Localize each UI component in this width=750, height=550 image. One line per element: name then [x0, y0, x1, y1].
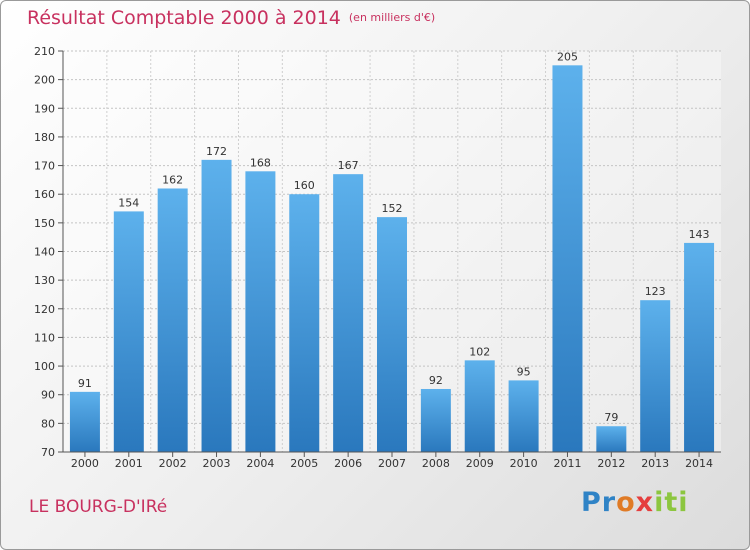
logo-part-1: Pr [581, 487, 617, 518]
data-label-2003: 172 [206, 145, 227, 158]
x-tick-label-2014: 2014 [685, 457, 713, 470]
bar-2007 [377, 217, 407, 452]
x-tick-label-2000: 2000 [71, 457, 99, 470]
logo-part-2: o [616, 487, 636, 518]
bar-2009 [464, 360, 495, 452]
chart-title: Résultat Comptable 2000 à 2014 (en millie… [27, 7, 435, 29]
data-label-2009: 102 [469, 345, 490, 358]
data-label-2012: 79 [604, 411, 618, 424]
bar-2003 [201, 159, 232, 453]
x-tick-label-2010: 2010 [510, 457, 538, 470]
x-tick-label-2013: 2013 [641, 457, 669, 470]
data-label-2006: 167 [338, 159, 359, 172]
y-tick-label: 100 [34, 360, 55, 373]
y-tick-label: 200 [34, 74, 55, 87]
bar-2011 [552, 65, 583, 453]
logo-part-3: x [635, 487, 655, 518]
x-tick-label-2001: 2001 [115, 457, 143, 470]
data-label-2005: 160 [294, 179, 315, 192]
data-label-2010: 95 [517, 365, 531, 378]
y-tick-label: 80 [41, 417, 55, 430]
data-label-2000: 91 [78, 377, 92, 390]
y-tick-label: 140 [34, 246, 55, 259]
commune-name: LE BOURG-D'IRé [29, 497, 168, 517]
y-tick-label: 210 [34, 45, 55, 58]
data-label-2002: 162 [162, 173, 183, 186]
y-tick-label: 170 [34, 160, 55, 173]
chart-subtitle: (en milliers d'€) [348, 11, 436, 24]
bar-2002 [157, 188, 188, 452]
data-label-2008: 92 [429, 374, 443, 387]
chart-title-text: Résultat Comptable 2000 à 2014 [27, 7, 341, 29]
bar-2014 [684, 242, 715, 452]
data-label-2001: 154 [118, 196, 139, 209]
y-tick-label: 90 [41, 389, 55, 402]
y-tick-label: 190 [34, 102, 55, 115]
bar-2008 [420, 388, 451, 452]
y-tick-label: 180 [34, 131, 55, 144]
bar-2001 [113, 211, 144, 452]
x-tick-label-2008: 2008 [422, 457, 450, 470]
bar-2013 [640, 300, 671, 452]
y-tick-label: 160 [34, 188, 55, 201]
x-tick-label-2007: 2007 [378, 457, 406, 470]
x-tick-label-2005: 2005 [290, 457, 318, 470]
bar-2004 [245, 171, 276, 453]
data-label-2013: 123 [645, 285, 666, 298]
data-label-2014: 143 [689, 228, 710, 241]
x-tick-label-2012: 2012 [597, 457, 625, 470]
proxiti-logo: Proxiti [581, 487, 689, 518]
x-tick-label-2003: 2003 [203, 457, 231, 470]
logo-part-4: iti [654, 487, 689, 518]
y-tick-label: 120 [34, 303, 55, 316]
bar-2012 [596, 426, 627, 452]
y-tick-label: 70 [41, 446, 55, 459]
x-tick-label-2009: 2009 [466, 457, 494, 470]
bar-2006 [333, 174, 364, 452]
data-label-2007: 152 [382, 202, 403, 215]
x-tick-label-2006: 2006 [334, 457, 362, 470]
x-tick-label-2004: 2004 [246, 457, 274, 470]
x-tick-label-2011: 2011 [553, 457, 581, 470]
bar-2010 [508, 380, 539, 452]
y-tick-label: 150 [34, 217, 55, 230]
x-tick-label-2002: 2002 [159, 457, 187, 470]
y-tick-label: 110 [34, 331, 55, 344]
y-tick-label: 130 [34, 274, 55, 287]
bar-2000 [69, 391, 100, 452]
data-label-2011: 205 [557, 50, 578, 63]
data-label-2004: 168 [250, 156, 271, 169]
bar-2005 [289, 194, 320, 452]
